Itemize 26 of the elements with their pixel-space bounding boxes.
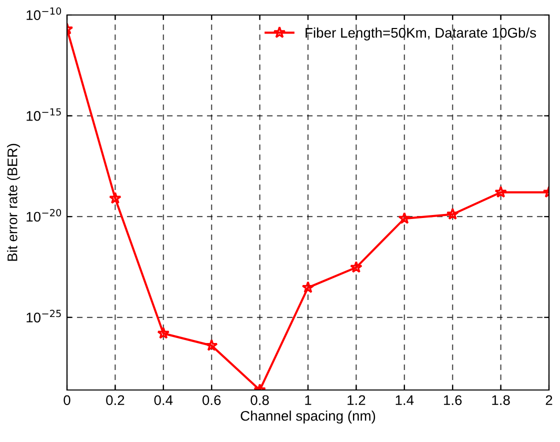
x-tick-label: 1.6 [444,395,462,406]
point [398,212,411,224]
point [109,192,122,204]
x-tick-label: 0.4 [154,395,173,406]
point [205,339,218,351]
x-tick-label: 0.6 [202,395,221,406]
point [302,281,314,294]
x-tick-label: 1.8 [492,395,510,406]
x-tick-label: 0.8 [250,395,269,406]
y-tick-label: 10$^{−25}$ [26,310,61,322]
x-tick-label: 0.2 [106,395,124,406]
x-axis-title: Channel spacing (nm) [240,410,376,424]
x-tick-label: 1 [305,395,312,405]
x-tick-label: 1.4 [396,395,414,405]
point [350,260,362,273]
y-tick-label: 10$^{−10}$ [26,7,62,20]
x-tick-label: 2 [546,395,552,405]
point [446,208,459,220]
y-tick-label: 10$^{−15}$ [26,108,61,121]
x-tick-label: 1.2 [348,395,366,405]
legend-label: Fiber Length=50Km, Datarate 10Gb/s [306,28,536,40]
point [157,326,170,339]
x-tick-label: 0 [64,395,70,406]
y-tick-label: 10$^{−20}$ [26,208,62,222]
point [494,186,507,198]
y-axis-title: Bit error rate (BER) [7,144,20,261]
